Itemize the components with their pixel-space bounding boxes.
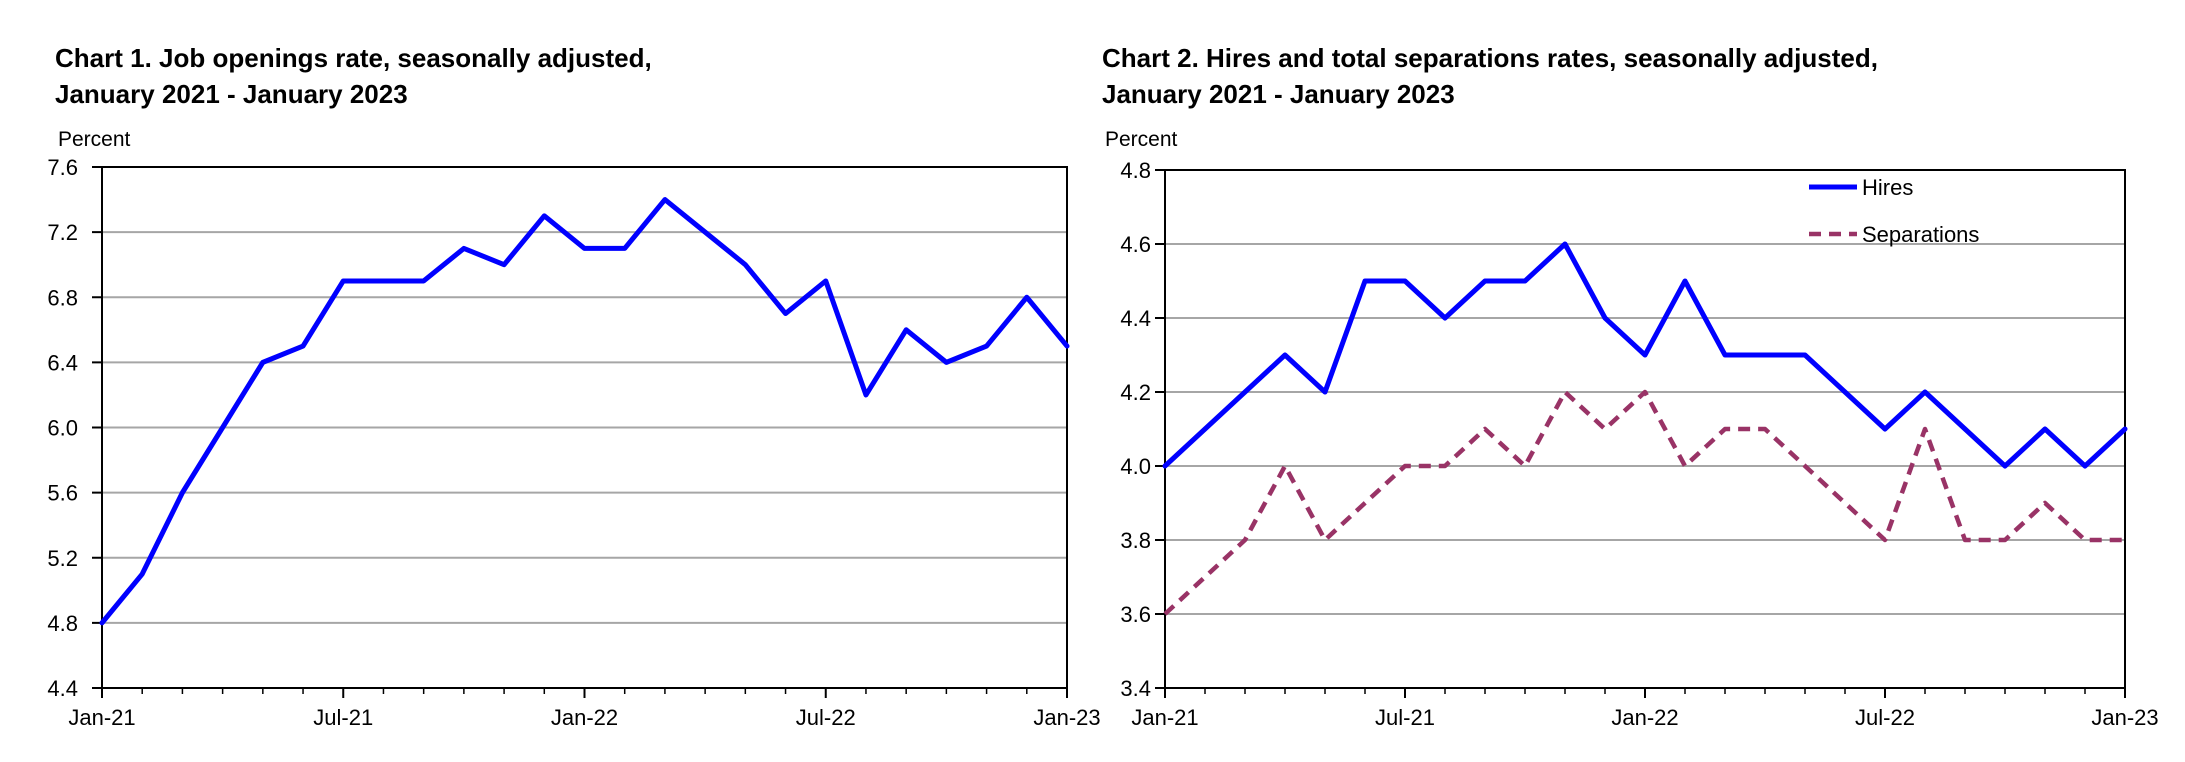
chart2-y-tick-label: 3.4 — [1120, 676, 1151, 701]
chart1-x-tick-label: Jan-23 — [1033, 705, 1100, 730]
chart1-x-tick-label: Jan-21 — [68, 705, 135, 730]
chart1-y-tick-label: 7.2 — [47, 220, 78, 245]
chart1-title-line2: January 2021 - January 2023 — [55, 79, 408, 109]
chart2-legend-label-hires: Hires — [1862, 175, 1913, 200]
chart1-y-tick-label: 6.4 — [47, 350, 78, 375]
chart2-y-tick-label: 3.8 — [1120, 528, 1151, 553]
chart1-y-tick-label: 4.4 — [47, 676, 78, 701]
chart2-plot-area: 4.8 4.6 4.4 4.2 4.0 3.8 3.6 3.4 Jan-21 Jul-21 Jan-… — [1120, 158, 2158, 730]
chart2-y-tick-label: 4.8 — [1120, 158, 1151, 183]
chart2-y-tick-label: 4.2 — [1120, 380, 1151, 405]
chart2-y-tick-label: 4.4 — [1120, 306, 1151, 331]
chart1-plot-area: 7.6 7.2 6.8 6.4 6.0 5.6 5.2 4.8 4.4 Jan-21 Jul-21 J… — [47, 155, 1100, 730]
chart2-title-line2: January 2021 - January 2023 — [1102, 79, 1455, 109]
chart1-series-line-job-openings-rate — [99, 197, 1070, 626]
chart2-border — [1164, 169, 2126, 689]
chart2-x-tick-label: Jul-22 — [1855, 705, 1915, 730]
chart1-y-tick-label: 6.8 — [47, 285, 78, 310]
chart1-title-line1: Chart 1. Job openings rate, seasonally a… — [55, 43, 652, 73]
chart2-percent-label: Percent — [1105, 128, 1178, 151]
chart2-y-tick-label: 3.6 — [1120, 602, 1151, 627]
chart1-y-tick-label: 4.8 — [47, 611, 78, 636]
chart1-border — [101, 166, 1068, 689]
chart1-y-tick-label: 6.0 — [47, 416, 78, 441]
chart2-series-line-separations — [1163, 389, 2125, 616]
chart2-series-line-hires — [1162, 241, 2128, 469]
chart2-x-tick-label: Jan-23 — [2091, 705, 2158, 730]
chart1-y-tick-label: 5.6 — [47, 481, 78, 506]
chart1-percent-label: Percent — [58, 128, 131, 151]
chart2-title: Chart 2. Hires and total separations rat… — [1102, 40, 1878, 112]
chart2-x-tick-label: Jul-21 — [1375, 705, 1435, 730]
chart2-x-tick-label: Jan-21 — [1131, 705, 1198, 730]
chart1-x-tick-label: Jan-22 — [551, 705, 618, 730]
chart2-legend-label-separations: Separations — [1862, 222, 1979, 247]
chart1-x-tick-label: Jul-21 — [313, 705, 373, 730]
chart1-y-tick-label: 7.6 — [47, 155, 78, 180]
chart1-y-tick-label: 5.2 — [47, 546, 78, 571]
chart2-x-tick-label: Jan-22 — [1611, 705, 1678, 730]
chart2-title-line1: Chart 2. Hires and total separations rat… — [1102, 43, 1878, 73]
chart2-y-tick-label: 4.0 — [1120, 454, 1151, 479]
chart2-y-tick-label: 4.6 — [1120, 232, 1151, 257]
chart1-title: Chart 1. Job openings rate, seasonally a… — [55, 40, 652, 112]
chart1-x-tick-label: Jul-22 — [796, 705, 856, 730]
